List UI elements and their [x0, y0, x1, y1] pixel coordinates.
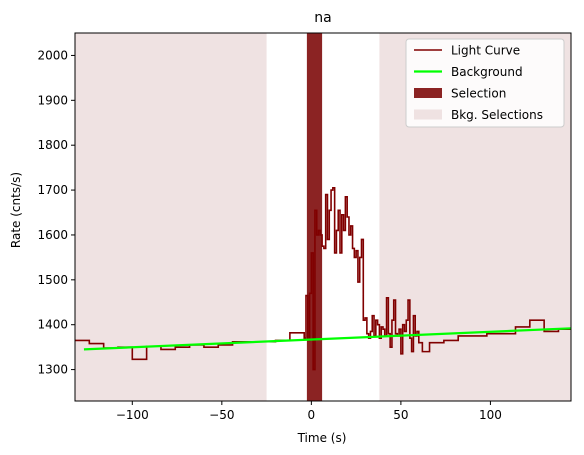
y-tick-label: 1900 — [37, 93, 68, 107]
x-axis: −100 −50 0 50 100 — [116, 401, 502, 422]
legend: Light Curve Background Selection Bkg. Selec… — [405, 38, 565, 128]
chart-title: na — [314, 10, 331, 26]
y-tick-label: 1800 — [37, 138, 68, 152]
y-tick-label: 1300 — [37, 363, 68, 377]
bkg-selection-region — [75, 33, 267, 401]
x-tick-label: −100 — [116, 408, 149, 422]
y-tick-label: 1600 — [37, 228, 68, 242]
y-tick-label: 1700 — [37, 183, 68, 197]
y-axis: 1300 1400 1500 1600 1700 1800 1900 2000 — [37, 48, 75, 377]
y-tick-label: 2000 — [37, 48, 68, 62]
legend-swatch — [414, 109, 442, 120]
y-tick-label: 1400 — [37, 318, 68, 332]
x-tick-label: 50 — [393, 408, 408, 422]
light-curve-line — [75, 187, 571, 371]
plot-frame — [74, 32, 572, 402]
x-axis-label: Time (s) — [297, 431, 347, 445]
x-tick-label: −50 — [209, 408, 234, 422]
legend-label: Selection — [451, 87, 506, 101]
y-axis-label: Rate (cnts/s) — [9, 172, 23, 248]
y-tick-label: 1500 — [37, 273, 68, 287]
background-line — [83, 327, 571, 351]
x-tick-label: 100 — [479, 408, 502, 422]
x-tick-label: 0 — [308, 408, 316, 422]
legend-label: Light Curve — [451, 44, 520, 58]
legend-box — [405, 38, 565, 128]
legend-swatch — [414, 88, 442, 98]
legend-label: Bkg. Selections — [451, 108, 543, 122]
legend-label: Background — [451, 65, 523, 79]
